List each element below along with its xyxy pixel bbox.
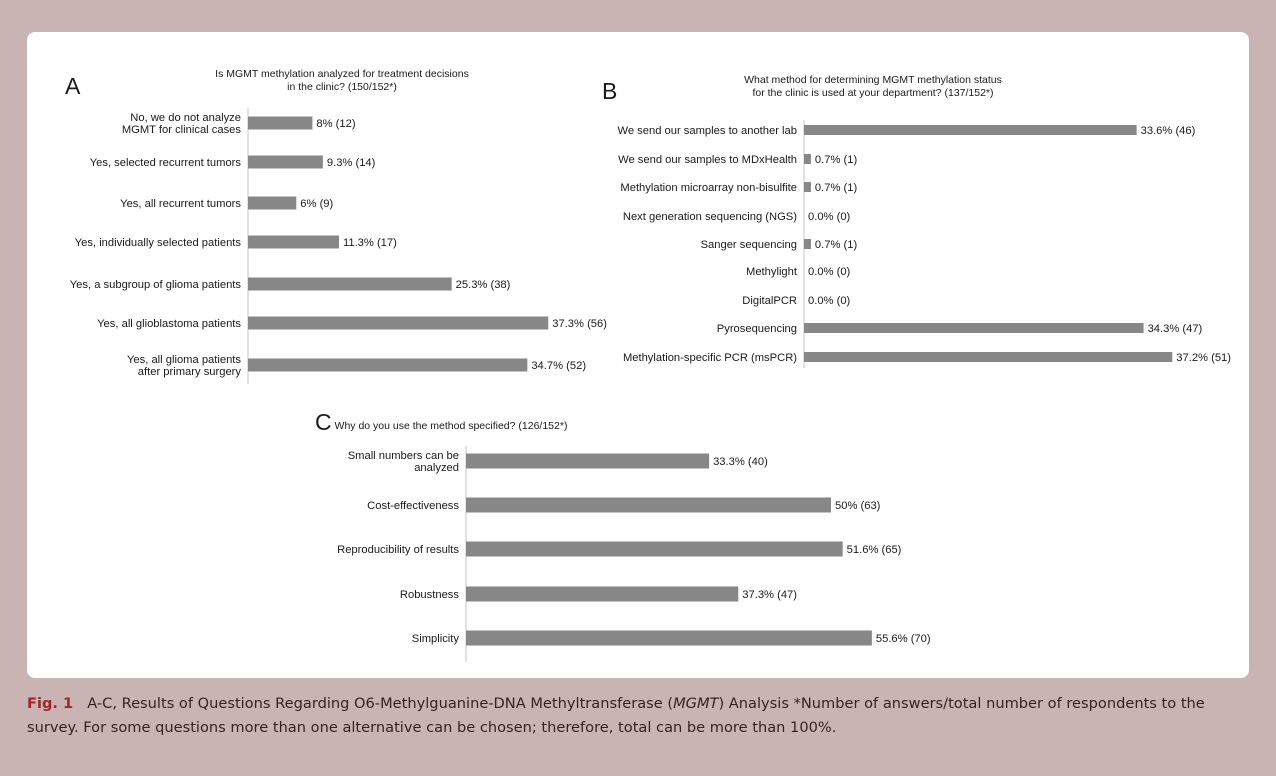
panel-a-category-label-4: Yes, individually selected patients [75, 237, 242, 249]
panel-c-data-label-4: 37.3% (47) [742, 589, 797, 601]
panel-b-data-label-2: 0.7% (1) [815, 154, 858, 166]
panel-b-category-label-6: Methylight [746, 266, 798, 278]
figure-label: Fig. 1 [27, 695, 74, 712]
panel-a-data-label-5: 25.3% (38) [456, 279, 511, 291]
panel-b-data-label-4: 0.0% (0) [808, 211, 851, 223]
panel-c-category-label-5: Simplicity [412, 633, 460, 645]
panel-b-data-label-5: 0.7% (1) [815, 239, 858, 251]
panel-a-data-label-1: 8% (12) [316, 118, 355, 130]
panel-a-bar-5 [248, 277, 452, 291]
panel-a-bar-1 [248, 116, 313, 130]
figure-charts: A Is MGMT methylation analyzed for treatm… [65, 68, 1231, 662]
panel-c-category-label-2: Cost-effectiveness [367, 500, 459, 512]
panel-b-bar-2 [804, 154, 811, 164]
panel-b-category-label-7: DigitalPCR [742, 295, 797, 307]
panel-a-bar-6 [248, 316, 549, 330]
panel-a-category-label-3: Yes, all recurrent tumors [120, 198, 241, 210]
panel-a-category-label-1: No, we do not analyze MGMT for clinical c… [122, 112, 242, 136]
panel-b-category-label-5: Sanger sequencing [701, 239, 797, 251]
panel-b-category-label-4: Next generation sequencing (NGS) [623, 211, 797, 223]
panel-a-category-label-6: Yes, all glioblastoma patients [97, 318, 241, 330]
panel-c-bar-4 [466, 586, 739, 602]
panel-b-title-line-1: What method for determining MGMT methyla… [744, 74, 1002, 86]
panel-b-bar-3 [804, 182, 811, 192]
panel-c-category-label-3: Reproducibility of results [337, 544, 459, 556]
panel-a-category-label-2: Yes, selected recurrent tumors [90, 157, 242, 169]
panel-a-category-label-5: Yes, a subgroup of glioma patients [70, 279, 242, 291]
panel-a-bar-4 [248, 235, 339, 249]
panel-a-title-line-1: Is MGMT methylation analyzed for treatme… [215, 68, 469, 80]
panel-a-bar-2 [248, 155, 323, 169]
caption-gene: MGMT [673, 695, 719, 712]
panel-b-title-line-2: for the clinic is used at your departmen… [752, 87, 993, 99]
panel-b-data-label-9: 37.2% (51) [1176, 352, 1231, 364]
panel-a-bar-3 [248, 196, 297, 210]
panel-a-title-line-2: in the clinic? (150/152*) [287, 81, 397, 93]
panel-a-data-label-7: 34.7% (52) [531, 360, 586, 372]
panel-b-category-label-3: Methylation microarray non-bisulfite [620, 182, 797, 194]
panel-a-bar-7 [248, 358, 528, 372]
panel-b-category-label-2: We send our samples to MDxHealth [618, 154, 797, 166]
panel-c-category-label-1: Small numbers can be analyzed [348, 450, 459, 474]
caption-text-after: ) Analysis *Number of answers/total numb… [27, 695, 1205, 736]
panel-a-data-label-4: 11.3% (17) [343, 237, 397, 249]
panel-b-bar-9 [804, 352, 1173, 362]
panel-b-letter: B [602, 78, 617, 104]
panel-b-bar-5 [804, 239, 811, 249]
panel-a-category-label-7: Yes, all glioma patients after primary su… [127, 354, 241, 378]
caption-text-before: A-C, Results of Questions Regarding O6-M… [87, 695, 674, 712]
figure-caption: Fig. 1 A-C, Results of Questions Regardin… [27, 692, 1257, 740]
panel-c-letter: C [315, 409, 332, 435]
panel-b-data-label-6: 0.0% (0) [808, 266, 851, 278]
panel-c-data-label-1: 33.3% (40) [713, 456, 768, 468]
figure-panel: A Is MGMT methylation analyzed for treatm… [27, 32, 1249, 678]
panel-c-category-label-4: Robustness [400, 589, 459, 601]
panel-b-category-label-8: Pyrosequencing [717, 323, 797, 335]
panel-c-bar-2 [466, 497, 831, 513]
panel-b-data-label-7: 0.0% (0) [808, 295, 851, 307]
panel-a-data-label-3: 6% (9) [300, 198, 333, 210]
panel-b-data-label-1: 33.6% (46) [1141, 125, 1196, 137]
panel-c-bar-3 [466, 541, 843, 557]
panel-c-bar-1 [466, 453, 710, 469]
panel-b-data-label-8: 34.3% (47) [1148, 323, 1203, 335]
panel-c-data-label-3: 51.6% (65) [847, 544, 902, 556]
panel-c-data-label-5: 55.6% (70) [876, 633, 931, 645]
panel-b-bar-1 [804, 125, 1137, 135]
panel-a-data-label-2: 9.3% (14) [327, 157, 376, 169]
panel-b-bar-8 [804, 323, 1144, 333]
panel-b-category-label-9: Methylation-specific PCR (msPCR) [623, 352, 797, 364]
panel-a-letter: A [65, 73, 81, 99]
panel-a-data-label-6: 37.3% (56) [552, 318, 607, 330]
panel-c-bar-5 [466, 630, 872, 646]
panel-c-title-line-1: Why do you use the method specified? (12… [335, 420, 568, 432]
panel-c-data-label-2: 50% (63) [835, 500, 881, 512]
panel-b-data-label-3: 0.7% (1) [815, 182, 858, 194]
panel-b-category-label-1: We send our samples to another lab [617, 125, 797, 137]
